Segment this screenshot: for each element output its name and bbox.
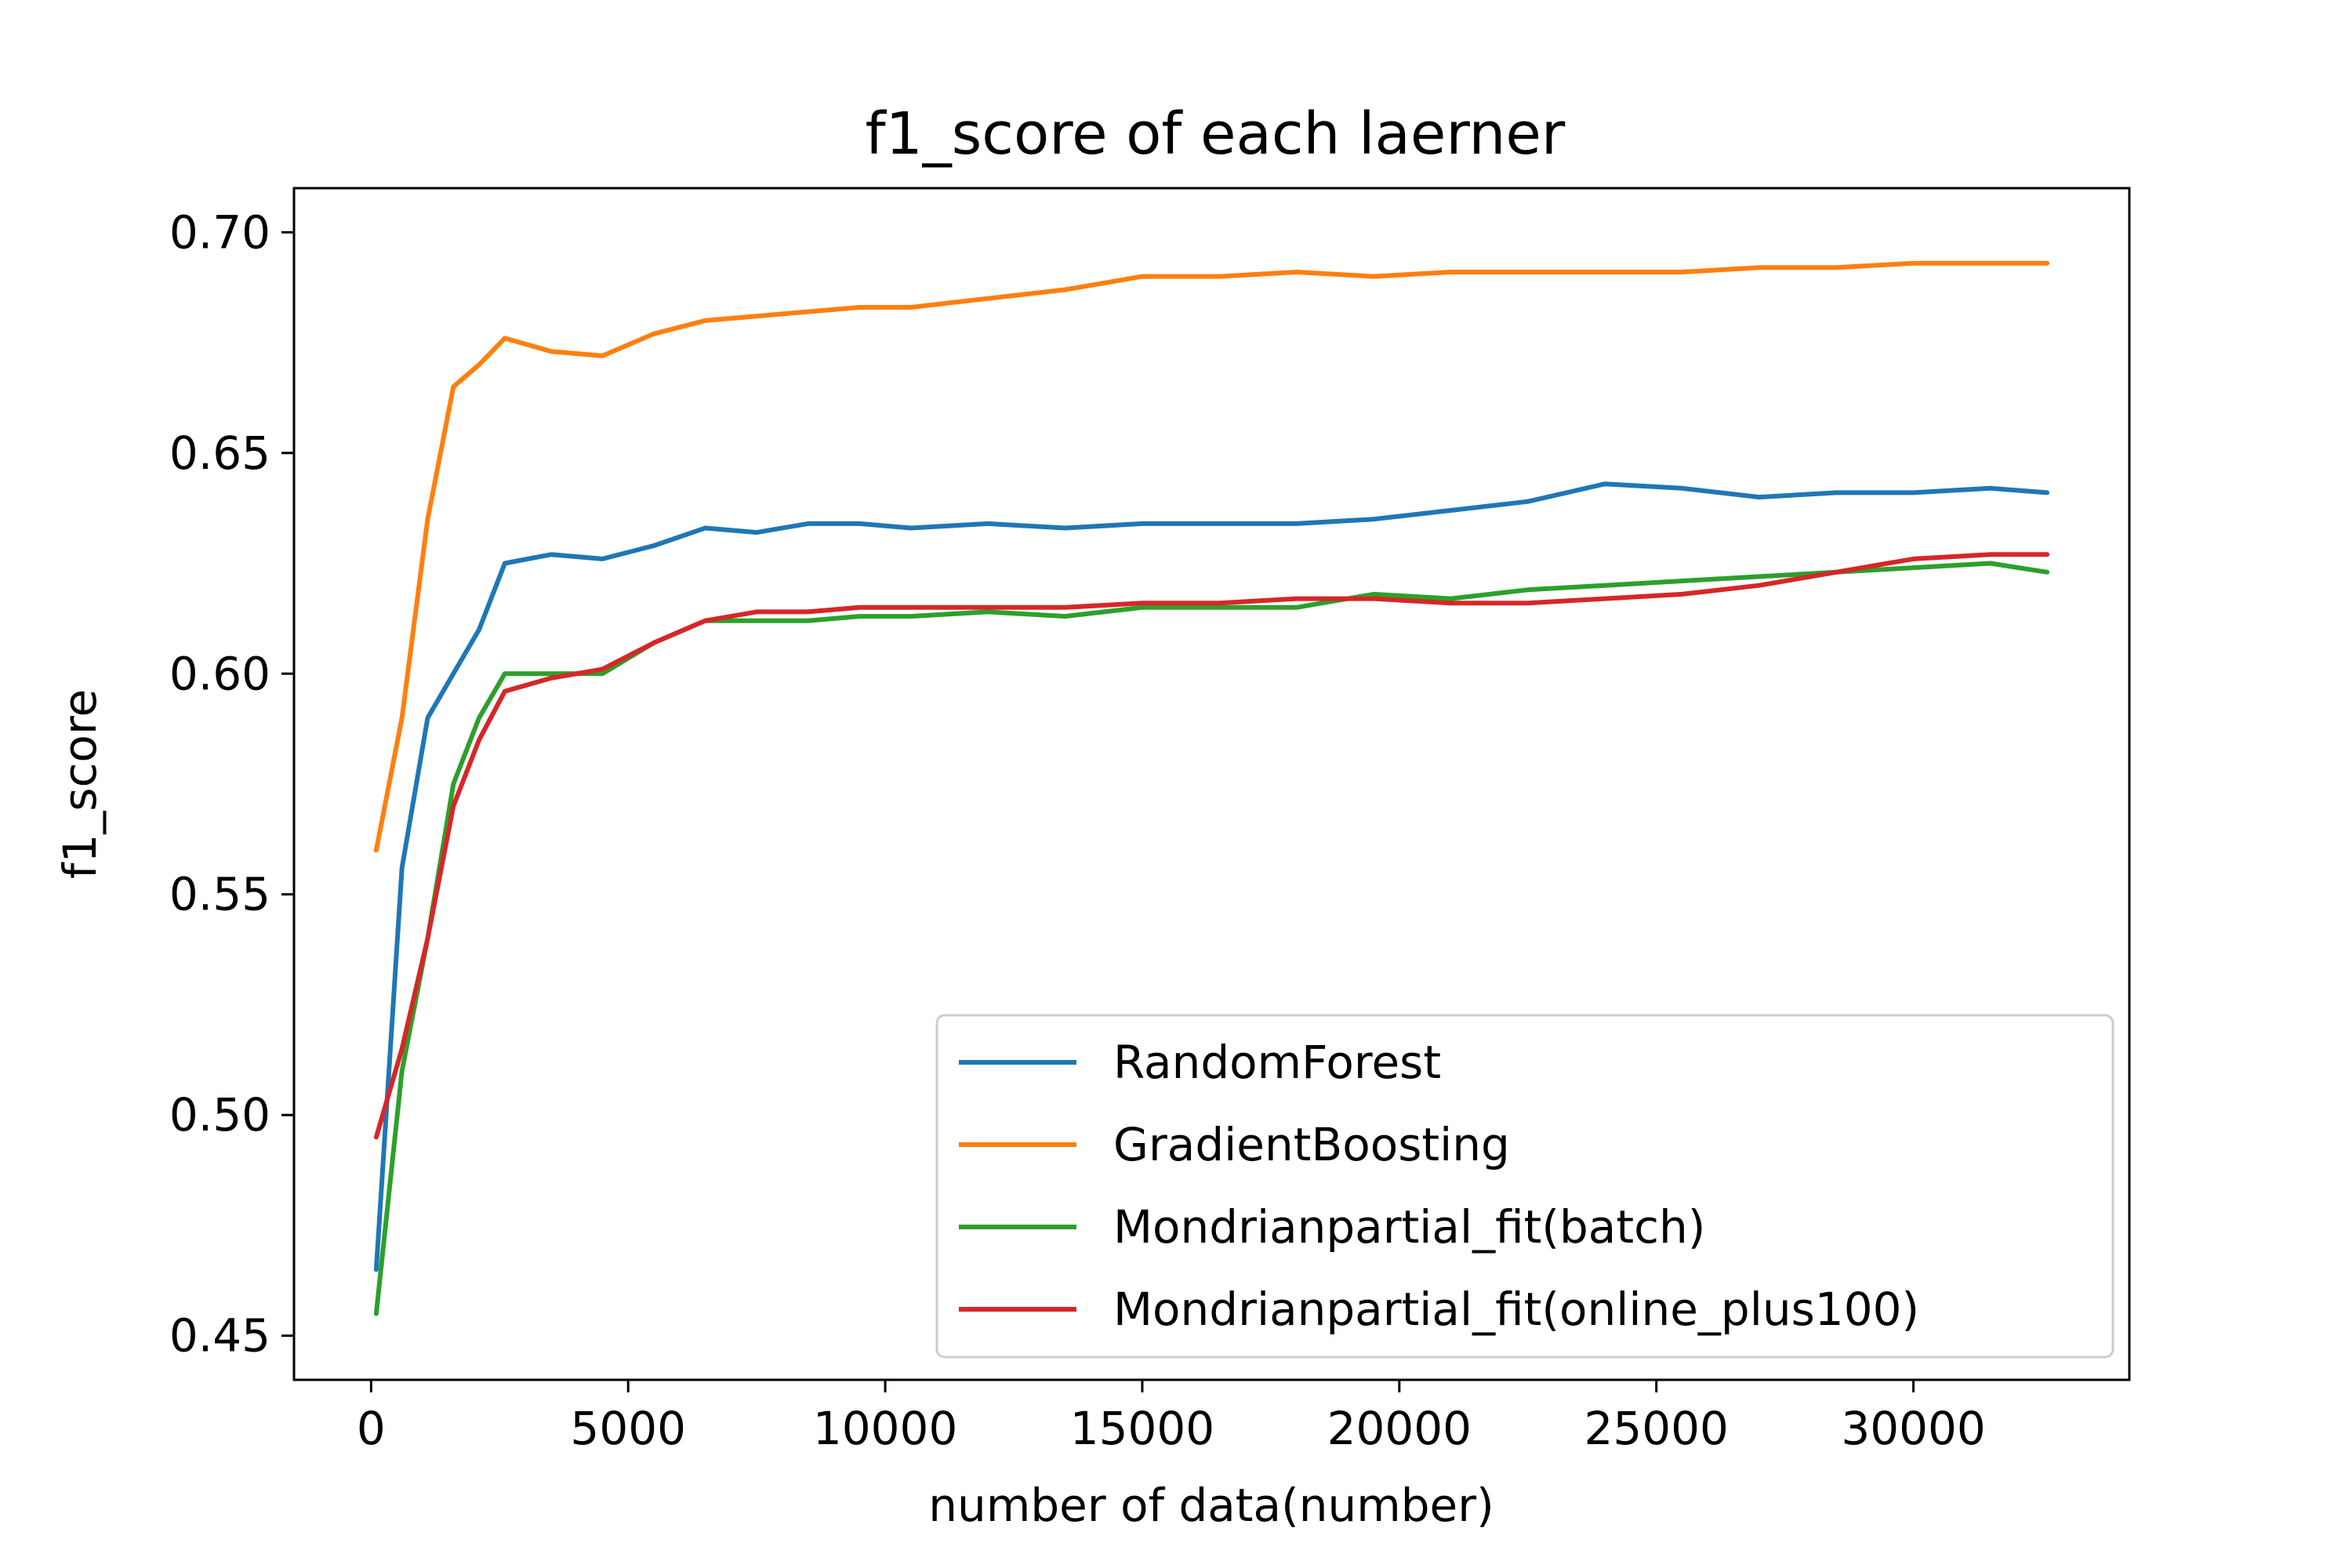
legend-label-1: GradientBoosting xyxy=(1113,1118,1510,1171)
x-axis-label: number of data(number) xyxy=(928,1479,1494,1532)
y-tick-label: 0.50 xyxy=(169,1088,270,1142)
y-tick-label: 0.65 xyxy=(169,426,270,480)
series-line-0 xyxy=(373,481,2050,1272)
y-axis-label: f1_score xyxy=(53,689,107,879)
plot-series xyxy=(373,260,2050,1316)
x-tick-label: 30000 xyxy=(1841,1402,1986,1455)
x-tick-label: 20000 xyxy=(1327,1402,1472,1455)
x-tick-label: 25000 xyxy=(1584,1402,1729,1455)
y-axis-ticks: 0.45 0.50 0.55 0.60 0.65 0.70 xyxy=(169,205,294,1363)
legend-label-3: Mondrianpartial_fit(online_plus100) xyxy=(1113,1283,1919,1336)
y-tick-label: 0.70 xyxy=(169,205,270,259)
legend-box xyxy=(935,1014,2114,1359)
plot-frame xyxy=(292,187,2131,1381)
y-tick-label: 0.55 xyxy=(169,868,270,921)
x-axis-ticks: 0 5000 10000 15000 20000 25000 30000 xyxy=(357,1380,1986,1455)
x-tick-label: 10000 xyxy=(813,1402,958,1455)
series-line-2 xyxy=(373,561,2050,1316)
y-tick-label: 0.45 xyxy=(169,1309,270,1363)
x-tick-label: 15000 xyxy=(1070,1402,1215,1455)
y-tick-label: 0.60 xyxy=(169,647,270,700)
series-line-1 xyxy=(373,260,2050,853)
x-tick-label: 0 xyxy=(357,1402,386,1455)
legend-label-2: Mondrianpartial_fit(batch) xyxy=(1113,1200,1705,1254)
x-tick-label: 5000 xyxy=(570,1402,686,1455)
legend-label-0: RandomForest xyxy=(1113,1036,1441,1089)
legend: RandomForest GradientBoosting Mondrianpart… xyxy=(935,1014,2114,1359)
chart-title: f1_score of each laerner xyxy=(866,100,1566,168)
series-line-3 xyxy=(373,552,2050,1140)
